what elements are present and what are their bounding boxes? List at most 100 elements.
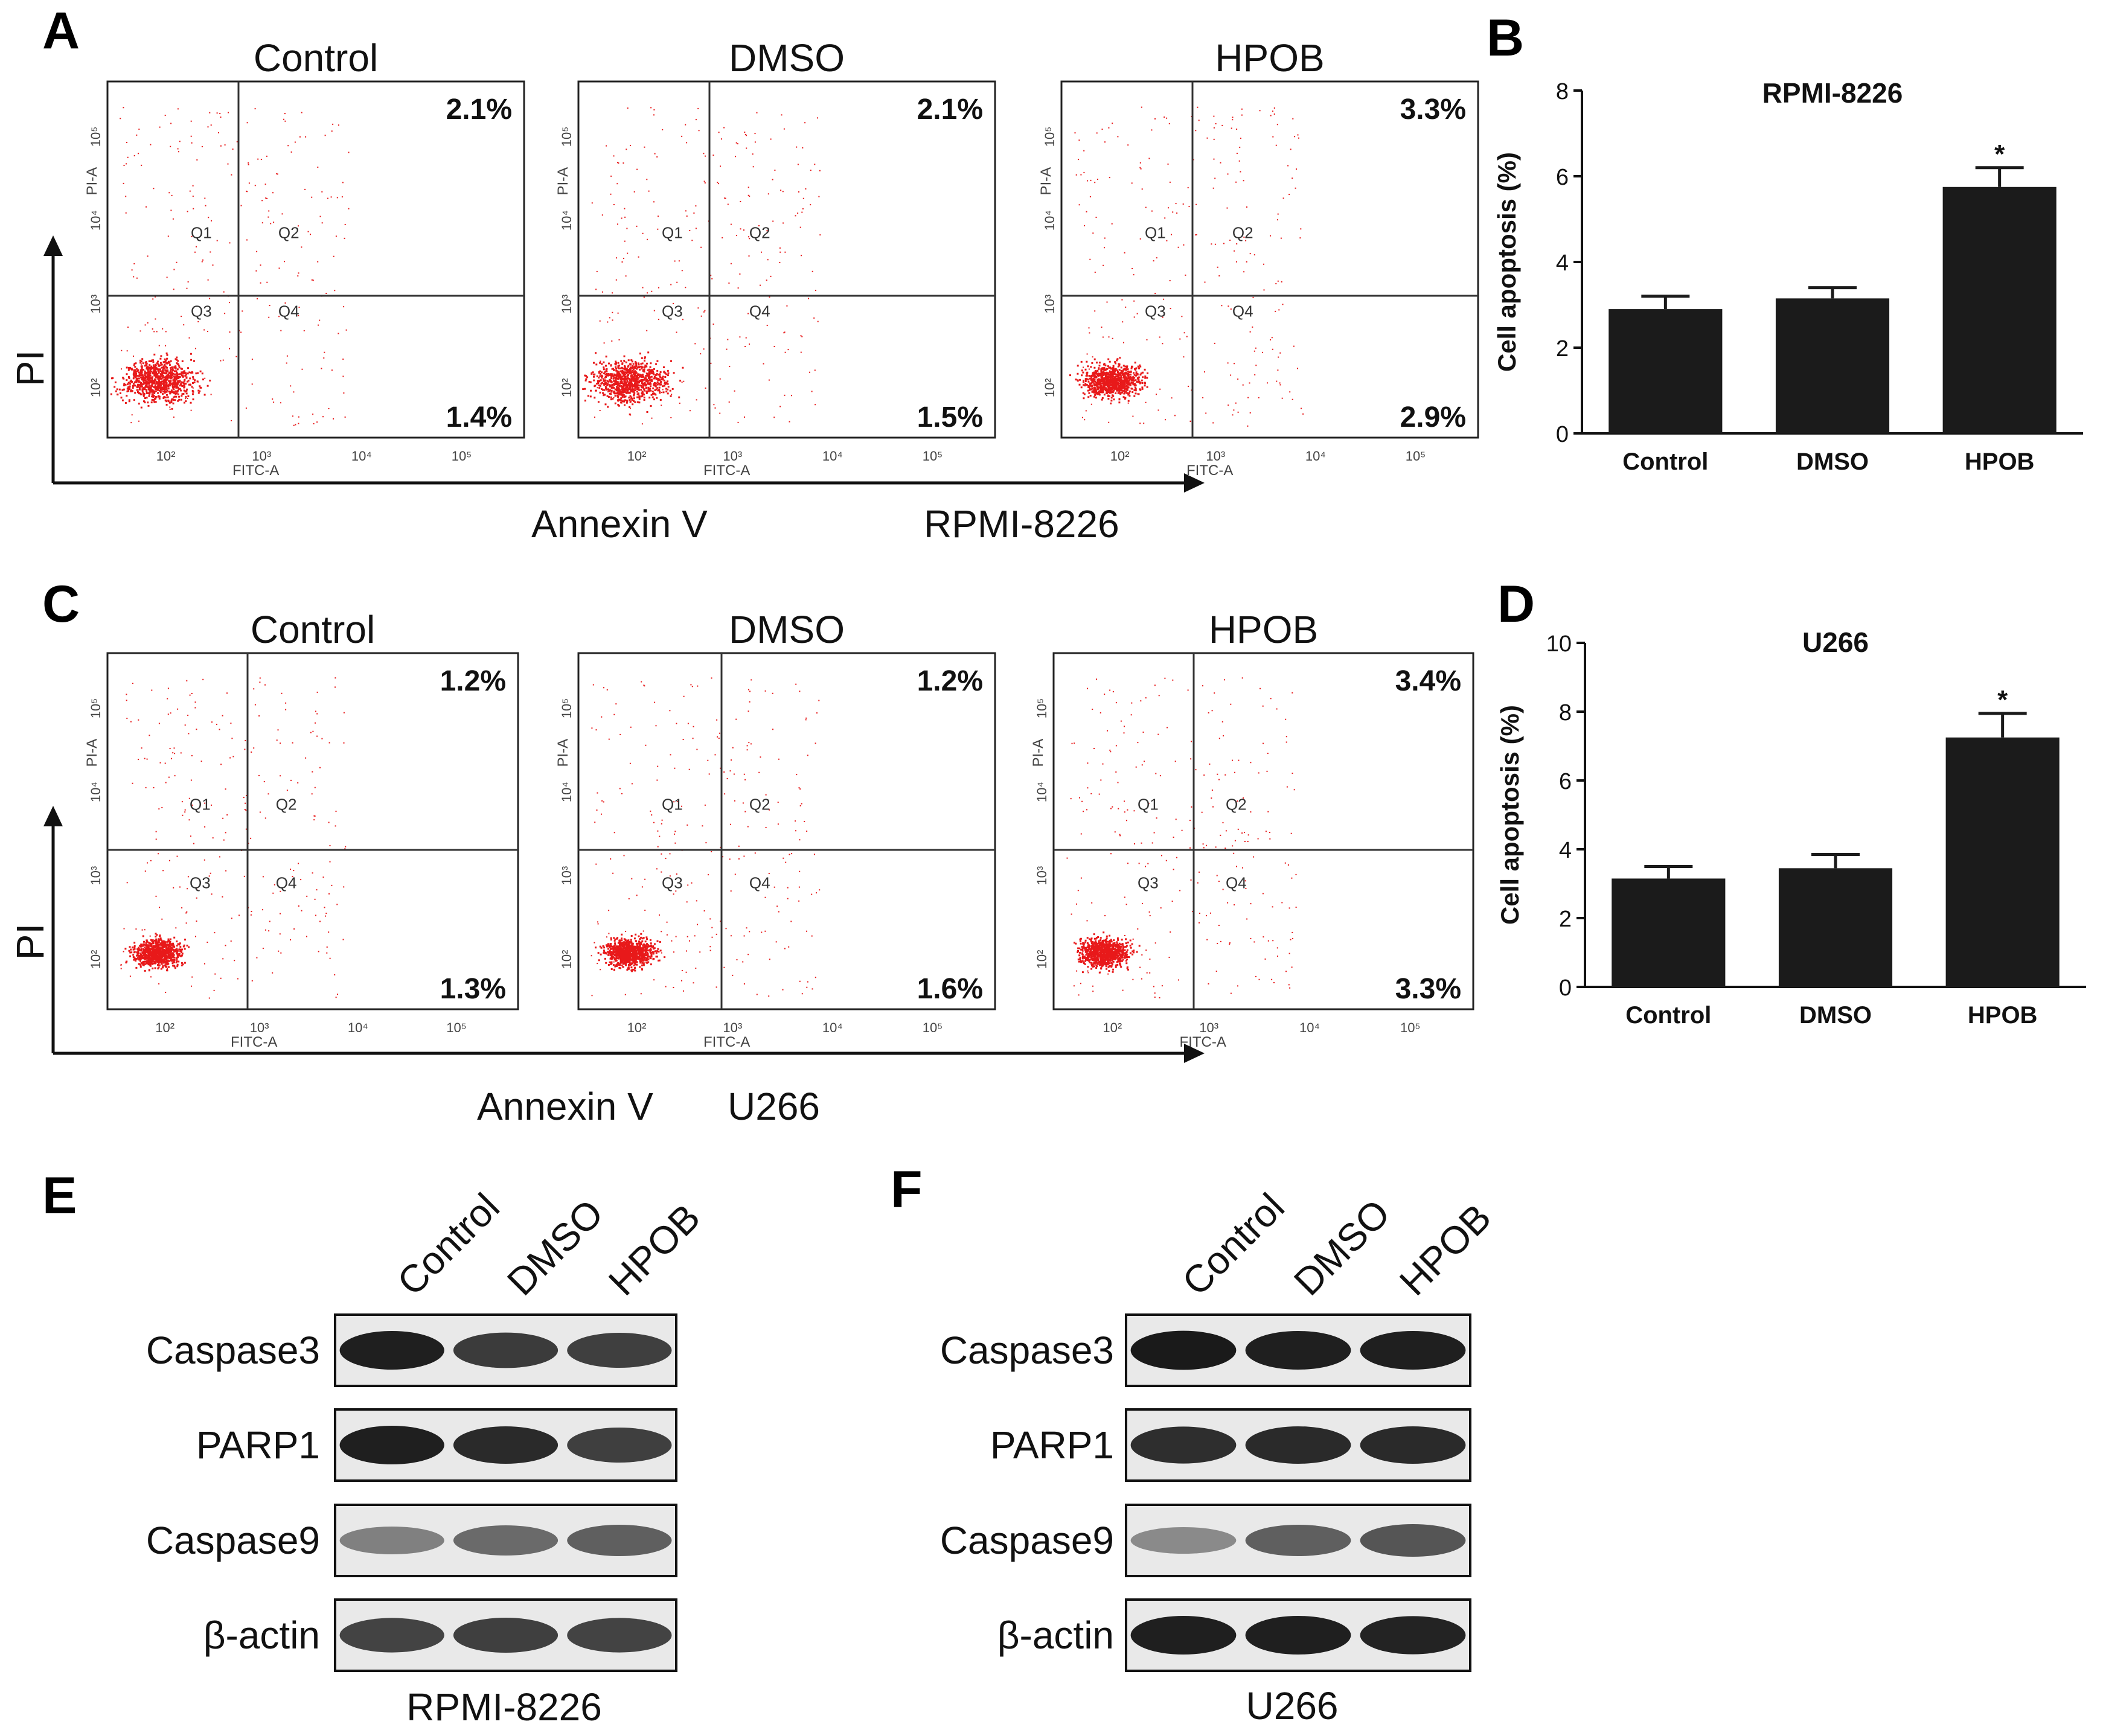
quadrant-label: Q2 — [749, 796, 770, 814]
x-category-label: HPOB — [1965, 448, 2035, 475]
y-tick-label: 10⁴ — [559, 782, 574, 802]
bar — [1778, 868, 1893, 987]
upper-right-percent: 1.2% — [917, 665, 983, 697]
y-tick-label: 4 — [1559, 838, 1572, 863]
x-tick-label: 10³ — [252, 448, 271, 464]
blot-band — [567, 1333, 672, 1368]
blot-band — [1245, 1616, 1351, 1655]
flow-scatter-points — [591, 677, 821, 997]
quadrant-label: Q4 — [278, 302, 299, 320]
y-tick-label: 10⁴ — [88, 782, 103, 802]
flow-plot-title: DMSO — [729, 36, 845, 80]
panel-letter-b: B — [1487, 9, 1524, 67]
panel-letter-a: A — [42, 2, 80, 60]
y-tick-label: 10³ — [88, 866, 103, 886]
x-tick-label: 10² — [627, 448, 647, 464]
blot-band — [1130, 1330, 1237, 1370]
y-tick-label: 10⁵ — [559, 127, 574, 147]
blot-band — [1360, 1524, 1466, 1557]
y-axis-name: PI-A — [555, 167, 571, 196]
y-tick-label: 10⁵ — [1042, 127, 1057, 147]
quadrant-label: Q4 — [276, 873, 297, 892]
x-tick-label: 10⁵ — [923, 1020, 943, 1035]
annexin-axis-arrowhead — [1184, 1044, 1205, 1063]
flow-plot-frame — [1052, 652, 1474, 1010]
bar — [1612, 878, 1726, 987]
panel-letter-e: E — [42, 1167, 77, 1225]
flow-plot-frame — [577, 80, 996, 439]
x-axis-name: FITC-A — [1186, 462, 1233, 479]
y-tick-label: 4 — [1556, 251, 1569, 276]
flow-plot: HPOB Q1 Q2 Q3 Q4 3.3% 2.9% 10² 10² 10³ 10³ 10⁴ 10⁴ 10… — [1038, 36, 1479, 479]
bar — [1945, 737, 2060, 987]
flow-plot-title: Control — [251, 608, 375, 651]
bar-chart-y-label: Cell apoptosis (%) — [1493, 152, 1521, 372]
flow-plot: HPOB Q1 Q2 Q3 Q4 3.4% 3.3% 10² 10² 10³ 10³ 10⁴ 10⁴ 10… — [1030, 608, 1474, 1050]
y-tick-label: 10⁵ — [88, 698, 103, 719]
flow-plot: Control Q1 Q2 Q3 Q4 2.1% 1.4% 10² 10² 10³ 10³ 10⁴ 10… — [84, 36, 525, 479]
x-axis-name: FITC-A — [703, 1034, 750, 1050]
bar — [1942, 187, 2057, 433]
panel-letter-f: F — [891, 1161, 923, 1219]
lower-right-percent: 1.4% — [446, 401, 512, 433]
x-tick-label: 10³ — [723, 448, 742, 464]
quadrant-label: Q4 — [749, 873, 770, 892]
x-tick-label: 10² — [1110, 448, 1130, 464]
x-tick-label: 10⁴ — [1299, 1020, 1320, 1035]
flow-plot-frame — [106, 80, 525, 439]
quadrant-label: Q1 — [662, 224, 683, 242]
flow-plot-frame — [106, 652, 519, 1010]
x-axis-name: FITC-A — [703, 462, 750, 479]
bar-chart-title: U266 — [1802, 627, 1869, 658]
y-tick-label: 2 — [1556, 336, 1569, 362]
blot-band — [453, 1618, 559, 1653]
quadrant-label: Q2 — [749, 224, 770, 242]
flow-plot-title: DMSO — [729, 608, 845, 651]
quadrant-label: Q1 — [662, 796, 683, 814]
y-tick-label: 10² — [1042, 378, 1057, 398]
y-tick-label: 8 — [1559, 700, 1572, 726]
lower-right-percent: 1.6% — [917, 973, 983, 1005]
y-tick-label: 10² — [88, 950, 103, 969]
pi-axis-arrowhead — [43, 235, 63, 256]
blot-row-label: PARP1 — [990, 1423, 1114, 1467]
y-tick-label: 10 — [1546, 631, 1572, 657]
blot-band — [339, 1527, 444, 1554]
x-category-label: DMSO — [1796, 448, 1869, 475]
y-tick-label: 10³ — [1034, 866, 1049, 886]
x-tick-label: 10² — [1103, 1020, 1122, 1035]
y-tick-label: 10⁴ — [1042, 210, 1057, 231]
x-tick-label: 10⁴ — [1305, 448, 1326, 464]
flow-plot-title: Control — [254, 36, 378, 80]
x-tick-label: 10⁴ — [348, 1020, 368, 1035]
quadrant-label: Q1 — [190, 796, 211, 814]
y-tick-label: 10² — [88, 378, 103, 398]
x-axis-name: FITC-A — [231, 1034, 277, 1050]
x-tick-label: 10³ — [723, 1020, 742, 1035]
pi-axis-label: PI — [8, 924, 52, 960]
y-tick-label: 10⁴ — [1034, 782, 1049, 802]
blot-row-label: β-actin — [203, 1613, 320, 1657]
quadrant-label: Q3 — [191, 302, 212, 320]
flow-plot: DMSO Q1 Q2 Q3 Q4 2.1% 1.5% 10² 10² 10³ 10³ 10⁴ 10⁴ 10… — [555, 36, 996, 479]
quadrant-label: Q4 — [1232, 302, 1253, 320]
blot-band — [567, 1525, 672, 1556]
annexin-axis-label: Annexin V — [531, 502, 708, 546]
blot-band — [1130, 1426, 1237, 1464]
blot-band — [567, 1428, 672, 1463]
blot-band — [567, 1618, 672, 1653]
flow-plot-title: HPOB — [1209, 608, 1318, 651]
x-category-label: HPOB — [1968, 1002, 2038, 1029]
y-tick-label: 10² — [559, 378, 574, 398]
x-tick-label: 10⁴ — [822, 448, 843, 464]
x-tick-label: 10³ — [250, 1020, 269, 1035]
blot-row-label: PARP1 — [196, 1423, 320, 1467]
flow-cell-line-label: RPMI-8226 — [924, 502, 1119, 546]
x-tick-label: 10⁵ — [1406, 448, 1426, 464]
flow-plot-title: HPOB — [1215, 36, 1324, 80]
quadrant-label: Q4 — [1226, 873, 1247, 892]
y-tick-label: 10³ — [559, 295, 574, 314]
quadrant-label: Q3 — [662, 873, 683, 892]
flow-plot: Control Q1 Q2 Q3 Q4 1.2% 1.3% 10² 10² 10³ 10³ 10⁴ 10… — [84, 608, 519, 1050]
